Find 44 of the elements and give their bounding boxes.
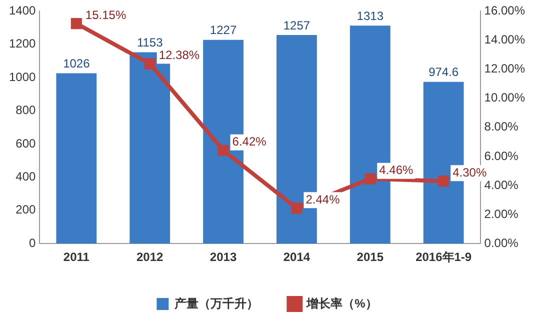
x-tick-label: 2015 [356, 250, 384, 264]
data-label: 1153 [136, 36, 164, 50]
y2-tick-label: 6.00% [484, 148, 519, 163]
data-label: 974.6 [428, 65, 459, 80]
y-tick-label: 0 [29, 236, 36, 250]
y-tick-label: 800 [16, 103, 36, 118]
data-label: 1313 [356, 8, 384, 23]
data-label: 12.38% [158, 48, 200, 62]
data-label: 4.46% [379, 163, 414, 178]
x-tick-label: 2014 [283, 250, 310, 264]
y2-tick-label: 10.00% [484, 90, 526, 105]
y-tick-label: 400 [16, 170, 36, 184]
y-tick-label: 1400 [8, 4, 36, 18]
data-label: 1257 [283, 18, 310, 32]
y2-tick-label: 16.00% [484, 4, 526, 18]
y2-tick-label: 12.00% [484, 62, 526, 76]
point [438, 176, 450, 187]
y2-tick-label: 0.00% [484, 236, 519, 250]
x-tick-label: 2016年1-9 [416, 250, 472, 264]
point [364, 173, 376, 184]
y2-tick-label: 4.00% [484, 178, 519, 192]
x-tick-label: 2013 [210, 250, 237, 264]
y-tick-label: 1000 [8, 70, 36, 84]
x-tick-label: 2011 [63, 250, 90, 264]
legend-label: 产量（万千升） [174, 296, 259, 310]
data-label: 4.30% [452, 165, 487, 180]
bar [56, 73, 97, 244]
point [70, 18, 82, 30]
point [218, 144, 229, 156]
data-label: 2.44% [306, 192, 340, 206]
y-tick-label: 200 [16, 202, 36, 217]
y2-tick-label: 2.00% [484, 206, 519, 221]
data-label: 6.42% [232, 134, 267, 149]
data-label: 1026 [63, 56, 90, 71]
x-tick-label: 2012 [136, 250, 164, 264]
y-tick-label: 600 [16, 136, 36, 150]
legend-label: 增长率（%） [306, 296, 378, 310]
data-label: 15.15% [85, 8, 126, 22]
y2-tick-label: 8.00% [484, 120, 519, 134]
point [144, 58, 156, 70]
data-label: 1227 [210, 23, 237, 38]
point [291, 202, 302, 214]
y2-tick-label: 14.00% [484, 32, 526, 47]
y-tick-label: 1200 [8, 36, 36, 51]
